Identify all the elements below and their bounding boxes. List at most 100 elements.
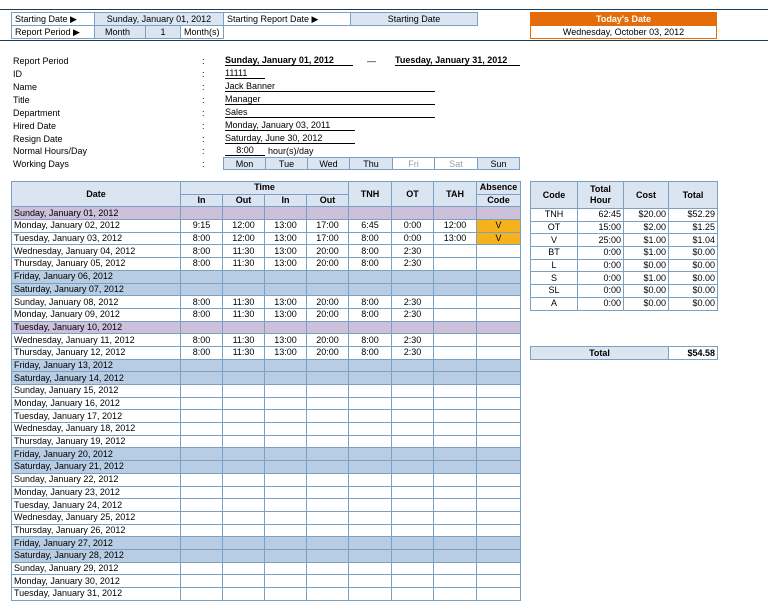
cell-in-1[interactable]: 8:00: [180, 231, 223, 246]
cell-tnh[interactable]: [348, 447, 393, 462]
cell-tnh[interactable]: [348, 384, 393, 398]
cell-tnh[interactable]: 8:00: [348, 231, 393, 246]
working-day-thu[interactable]: Thu: [349, 157, 393, 170]
cell-in-2[interactable]: [264, 434, 307, 449]
cell-tnh[interactable]: 8:00: [348, 307, 393, 322]
cell-out-2[interactable]: [305, 485, 350, 500]
cell-tnh[interactable]: [348, 510, 393, 525]
cell-tnh[interactable]: [348, 206, 393, 221]
cell-in-1[interactable]: 9:15: [180, 219, 223, 233]
cell-in-2[interactable]: [264, 206, 307, 221]
starting-date-value[interactable]: Sunday, January 01, 2012: [94, 12, 224, 26]
cell-in-2[interactable]: [264, 510, 307, 525]
cell-out-1[interactable]: 11:30: [222, 257, 265, 271]
cell-out-1[interactable]: 11:30: [222, 295, 265, 309]
summary-cost[interactable]: $1.00: [623, 233, 669, 248]
cell-in-1[interactable]: [180, 269, 223, 284]
cell-out-2[interactable]: [305, 371, 350, 385]
cell-out-1[interactable]: [222, 396, 265, 411]
cell-tnh[interactable]: [348, 396, 393, 411]
cell-out-2[interactable]: 20:00: [305, 345, 350, 360]
cell-absence-code[interactable]: V: [476, 219, 522, 233]
cell-tnh[interactable]: [348, 282, 393, 297]
cell-in-1[interactable]: [180, 358, 223, 373]
working-day-mon[interactable]: Mon: [223, 157, 266, 170]
cell-in-1[interactable]: [180, 523, 223, 538]
cell-tah[interactable]: [433, 269, 478, 284]
cell-ot[interactable]: 0:00: [391, 219, 435, 233]
cell-out-2[interactable]: 20:00: [305, 295, 350, 309]
cell-in-2[interactable]: [264, 358, 307, 373]
cell-out-1[interactable]: [222, 447, 265, 462]
cell-in-2[interactable]: [264, 498, 307, 512]
cell-ot[interactable]: [391, 371, 435, 385]
cell-out-1[interactable]: [222, 269, 265, 284]
cell-ot[interactable]: [391, 498, 435, 512]
cell-out-1[interactable]: [222, 409, 265, 424]
cell-tah[interactable]: [433, 561, 478, 576]
cell-out-1[interactable]: [222, 460, 265, 474]
cell-ot[interactable]: [391, 485, 435, 500]
cell-out-2[interactable]: [305, 269, 350, 284]
cell-ot[interactable]: [391, 447, 435, 462]
cell-in-1[interactable]: [180, 485, 223, 500]
summary-cost[interactable]: $1.00: [623, 246, 669, 260]
working-day-fri[interactable]: Fri: [392, 157, 435, 170]
cell-ot[interactable]: [391, 422, 435, 436]
cell-out-1[interactable]: [222, 384, 265, 398]
cell-tah[interactable]: [433, 485, 478, 500]
cell-ot[interactable]: [391, 320, 435, 335]
summary-cost[interactable]: $20.00: [623, 208, 669, 222]
cell-in-2[interactable]: [264, 574, 307, 588]
cell-tnh[interactable]: [348, 358, 393, 373]
cell-out-1[interactable]: [222, 485, 265, 500]
cell-in-2[interactable]: [264, 396, 307, 411]
cell-tnh[interactable]: [348, 587, 393, 601]
cell-in-1[interactable]: [180, 396, 223, 411]
report-period-count[interactable]: 1: [145, 25, 181, 39]
cell-in-1[interactable]: [180, 384, 223, 398]
cell-out-1[interactable]: [222, 510, 265, 525]
cell-absence-code[interactable]: [476, 447, 522, 462]
cell-in-2[interactable]: [264, 422, 307, 436]
cell-in-1[interactable]: 8:00: [180, 307, 223, 322]
cell-out-1[interactable]: [222, 536, 265, 550]
cell-tah[interactable]: [433, 396, 478, 411]
cell-in-2[interactable]: [264, 523, 307, 538]
cell-ot[interactable]: [391, 472, 435, 487]
cell-absence-code[interactable]: [476, 434, 522, 449]
cell-absence-code[interactable]: [476, 295, 522, 309]
cell-in-1[interactable]: [180, 498, 223, 512]
cell-in-1[interactable]: [180, 510, 223, 525]
cell-out-2[interactable]: [305, 472, 350, 487]
cell-in-2[interactable]: 13:00: [264, 244, 307, 259]
cell-out-2[interactable]: 20:00: [305, 257, 350, 271]
info-title-value[interactable]: Manager: [225, 94, 435, 105]
cell-absence-code[interactable]: [476, 574, 522, 588]
cell-tnh[interactable]: [348, 498, 393, 512]
cell-absence-code[interactable]: [476, 485, 522, 500]
cell-out-1[interactable]: 11:30: [222, 345, 265, 360]
cell-absence-code[interactable]: [476, 206, 522, 221]
cell-in-2[interactable]: [264, 460, 307, 474]
cell-tnh[interactable]: [348, 371, 393, 385]
cell-tah[interactable]: [433, 257, 478, 271]
cell-absence-code[interactable]: [476, 320, 522, 335]
cell-in-2[interactable]: [264, 472, 307, 487]
cell-absence-code[interactable]: [476, 244, 522, 259]
cell-out-1[interactable]: [222, 282, 265, 297]
cell-in-1[interactable]: [180, 472, 223, 487]
cell-in-2[interactable]: [264, 282, 307, 297]
cell-tah[interactable]: [433, 358, 478, 373]
cell-absence-code[interactable]: [476, 345, 522, 360]
cell-ot[interactable]: [391, 384, 435, 398]
cell-in-2[interactable]: [264, 548, 307, 563]
cell-out-2[interactable]: [305, 447, 350, 462]
cell-tah[interactable]: [433, 320, 478, 335]
cell-tah[interactable]: [433, 587, 478, 601]
cell-absence-code[interactable]: [476, 523, 522, 538]
cell-ot[interactable]: [391, 523, 435, 538]
cell-ot[interactable]: [391, 561, 435, 576]
cell-ot[interactable]: [391, 396, 435, 411]
cell-in-2[interactable]: [264, 485, 307, 500]
